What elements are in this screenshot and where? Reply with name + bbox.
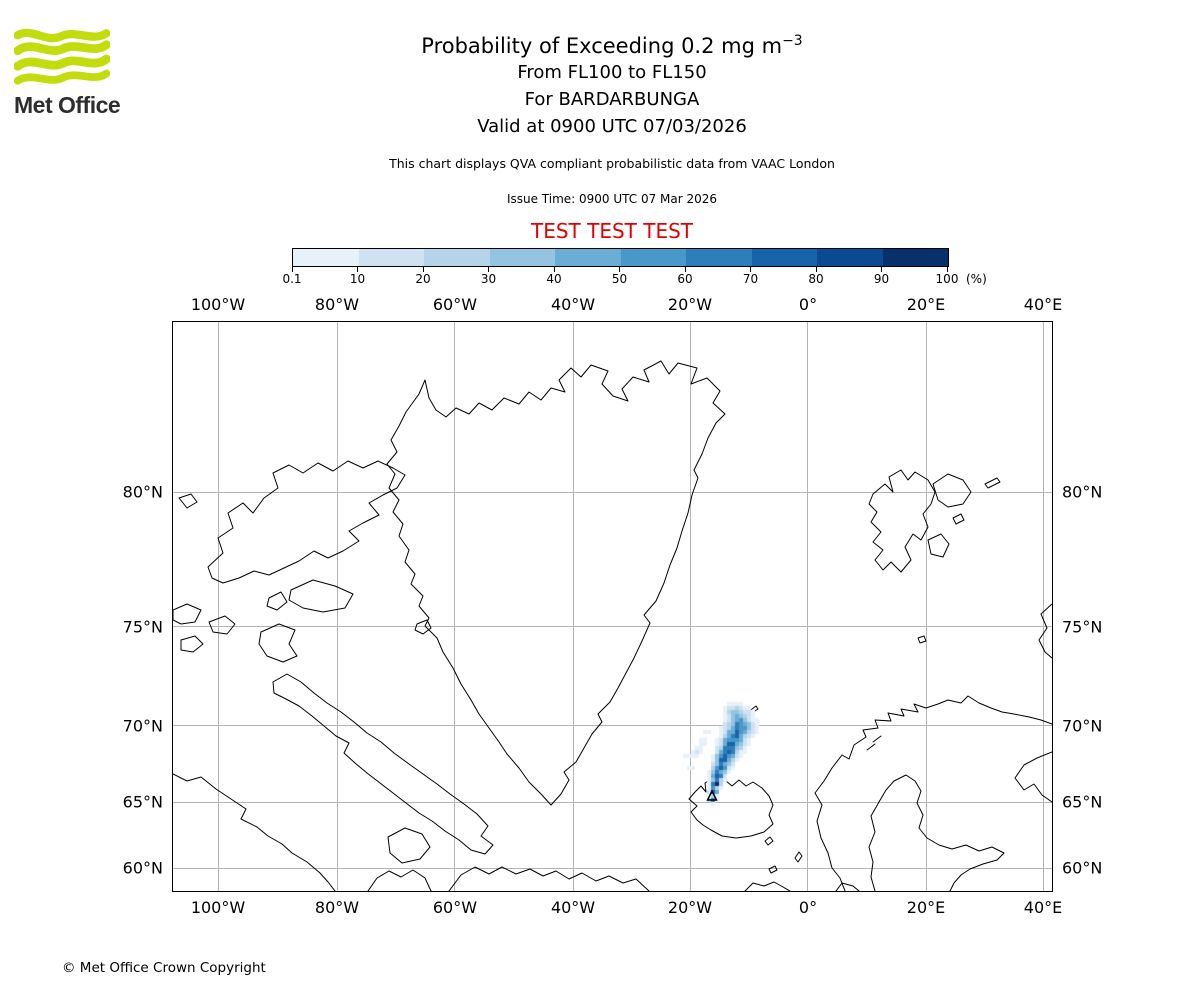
colorbar-segment bbox=[686, 249, 752, 266]
marker-layer bbox=[705, 788, 718, 801]
lon-label-bottom: 0° bbox=[798, 898, 818, 917]
colorbar-segment bbox=[293, 249, 359, 266]
colorbar-segment bbox=[620, 249, 686, 266]
colorbar-segment bbox=[489, 249, 555, 266]
lat-label-right: 65°N bbox=[1062, 792, 1103, 812]
colorbar-tick-label: 70 bbox=[742, 272, 759, 286]
met-office-logo: Met Office bbox=[13, 26, 121, 118]
colorbar-tick-label: 30 bbox=[480, 272, 497, 286]
title-exponent: −3 bbox=[782, 33, 803, 49]
colorbar-tick bbox=[881, 267, 882, 272]
colorbar-segment bbox=[358, 249, 424, 266]
lon-label-bottom: 20°W bbox=[667, 898, 713, 917]
colorbar-tick bbox=[946, 267, 948, 272]
lon-label-top: 100°W bbox=[190, 295, 246, 314]
lat-label-right: 60°N bbox=[1062, 858, 1103, 878]
lat-label-left: 70°N bbox=[122, 716, 163, 736]
colorbar-tick bbox=[619, 267, 620, 272]
colorbar-tick-label: 80 bbox=[808, 272, 824, 286]
colorbar-segment bbox=[751, 249, 817, 266]
colorbar-tick-label: 100 bbox=[935, 272, 959, 286]
colorbar bbox=[292, 248, 949, 267]
colorbar-tick-label: 20 bbox=[415, 272, 431, 286]
lon-label-top: 20°W bbox=[667, 295, 713, 314]
lon-label-top: 80°W bbox=[314, 295, 360, 314]
lon-label-top: 0° bbox=[798, 295, 818, 314]
colorbar-tick bbox=[553, 267, 555, 272]
colorbar-tick bbox=[815, 267, 817, 272]
colorbar-tick bbox=[422, 267, 424, 272]
colorbar-tick-label: 0.1 bbox=[282, 272, 302, 286]
colorbar-segment bbox=[555, 249, 621, 266]
colorbar-segment bbox=[817, 249, 883, 266]
subtitle-flight-levels: From FL100 to FL150 bbox=[517, 62, 707, 83]
lat-label-left: 75°N bbox=[122, 617, 163, 637]
lat-label-right: 75°N bbox=[1062, 617, 1103, 637]
subtitle-valid-time: Valid at 0900 UTC 07/03/2026 bbox=[477, 116, 747, 137]
colorbar-tick-label: 10 bbox=[349, 272, 366, 286]
volcano-marker-icon bbox=[705, 788, 718, 801]
lat-label-left: 65°N bbox=[122, 792, 163, 812]
lon-label-bottom: 40°E bbox=[1023, 898, 1063, 917]
title-block: Probability of Exceeding 0.2 mg m−3 From… bbox=[172, 28, 1052, 243]
colorbar-tick bbox=[488, 267, 489, 272]
chart-title: Probability of Exceeding 0.2 mg m−3 bbox=[172, 28, 1052, 59]
colorbar-tick-label: 40 bbox=[546, 272, 562, 286]
lon-label-bottom: 20°E bbox=[906, 898, 946, 917]
colorbar-segment bbox=[882, 249, 948, 266]
subtitle-volcano: For BARDARBUNGA bbox=[524, 89, 700, 110]
colorbar-unit-label: (%) bbox=[966, 272, 987, 286]
lon-label-bottom: 80°W bbox=[314, 898, 360, 917]
lat-label-right: 70°N bbox=[1062, 716, 1103, 736]
ash-plume-layer bbox=[172, 321, 1052, 891]
lon-label-bottom: 40°W bbox=[550, 898, 596, 917]
lat-label-left: 80°N bbox=[122, 482, 163, 502]
logo-waves-icon bbox=[13, 28, 111, 85]
colorbar-tick-label: 60 bbox=[677, 272, 693, 286]
lon-label-bottom: 100°W bbox=[190, 898, 246, 917]
lon-label-top: 40°W bbox=[550, 295, 596, 314]
lon-label-top: 20°E bbox=[906, 295, 946, 314]
colorbar-segment bbox=[424, 249, 490, 266]
chart-title-text: Probability of Exceeding 0.2 mg m bbox=[421, 34, 783, 58]
lon-label-top: 40°E bbox=[1023, 295, 1063, 314]
colorbar-tick-label: 90 bbox=[873, 272, 890, 286]
test-banner: TEST TEST TEST bbox=[530, 219, 693, 243]
colorbar-tick bbox=[750, 267, 751, 272]
qva-note: This chart displays QVA compliant probab… bbox=[389, 156, 835, 171]
map-frame bbox=[171, 320, 1053, 892]
lon-label-top: 60°W bbox=[432, 295, 478, 314]
colorbar-tick bbox=[291, 267, 293, 272]
colorbar-tick-label: 50 bbox=[611, 272, 628, 286]
logo-wordmark: Met Office bbox=[14, 92, 121, 118]
lon-label-bottom: 60°W bbox=[432, 898, 478, 917]
lat-label-right: 80°N bbox=[1062, 482, 1103, 502]
issue-time: Issue Time: 0900 UTC 07 Mar 2026 bbox=[506, 192, 718, 206]
colorbar-tick bbox=[684, 267, 686, 272]
colorbar-tick bbox=[357, 267, 358, 272]
copyright-note: © Met Office Crown Copyright bbox=[62, 960, 266, 976]
lat-label-left: 60°N bbox=[122, 858, 163, 878]
